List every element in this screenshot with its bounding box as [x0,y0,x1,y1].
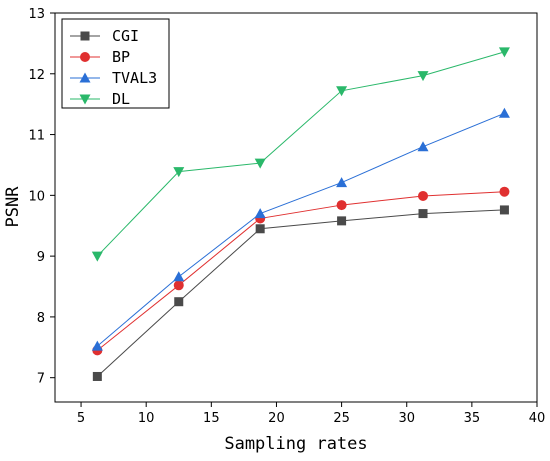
y-tick-label: 8 [37,311,45,326]
data-point-cgi [92,371,102,381]
legend-marker-bp [80,52,90,62]
data-point-tval3 [498,107,510,118]
data-point-dl [91,251,103,262]
legend-label-bp: BP [112,48,130,66]
data-point-dl [417,71,429,82]
series-line-dl [96,51,505,257]
axes: 5 10 15 20 25 30 35 40 7 8 9 10 11 12 13 [28,7,545,426]
legend-label-cgi: CGI [112,27,139,45]
x-tick-label: 25 [333,411,350,426]
data-point-cgi [174,297,184,307]
y-tick-label: 13 [28,7,45,22]
data-point-tval3 [91,340,103,351]
data-point-tval3 [173,271,185,282]
x-tick-label: 20 [268,411,285,426]
data-point-bp [173,280,184,291]
data-point-cgi [418,209,428,219]
legend-box [61,18,170,109]
y-tick-label: 12 [28,68,45,83]
data-point-cgi [499,205,509,215]
data-point-cgi [337,216,347,226]
legend-marker-cgi [80,31,90,41]
data-point-dl [254,158,266,169]
x-axis-title: Sampling rates [224,434,367,454]
y-tick-label: 7 [37,372,45,387]
y-tick-label: 11 [28,129,45,144]
data-point-dl [336,86,348,97]
series-line-tval3 [97,112,505,347]
y-axis-title: PSNR [3,186,23,228]
data-point-tval3 [336,177,348,188]
x-tick-label: 15 [203,411,220,426]
legend-marker-tval3 [79,72,91,83]
data-point-bp [336,200,347,211]
data-point-bp [499,186,510,197]
data-point-tval3 [417,141,429,152]
y-tick-label: 9 [37,250,45,265]
data-point-bp [418,190,429,201]
series-group [91,47,510,381]
x-tick-label: 40 [529,411,546,426]
data-point-cgi [255,224,265,234]
series-line-bp [97,191,505,351]
legend: CGI BP TVAL3 DL [61,18,170,109]
y-tick-label: 10 [28,189,45,204]
x-tick-label: 10 [138,411,155,426]
series-line-cgi [96,209,505,377]
legend-marker-dl [79,94,91,105]
x-tick-label: 35 [464,411,481,426]
legend-label-tval3: TVAL3 [112,69,157,87]
x-tick-label: 30 [398,411,415,426]
plot-frame [54,12,538,403]
data-point-tval3 [254,208,266,219]
data-point-dl [498,47,510,58]
data-point-dl [173,167,185,178]
legend-label-dl: DL [112,90,130,108]
x-tick-label: 5 [77,411,85,426]
